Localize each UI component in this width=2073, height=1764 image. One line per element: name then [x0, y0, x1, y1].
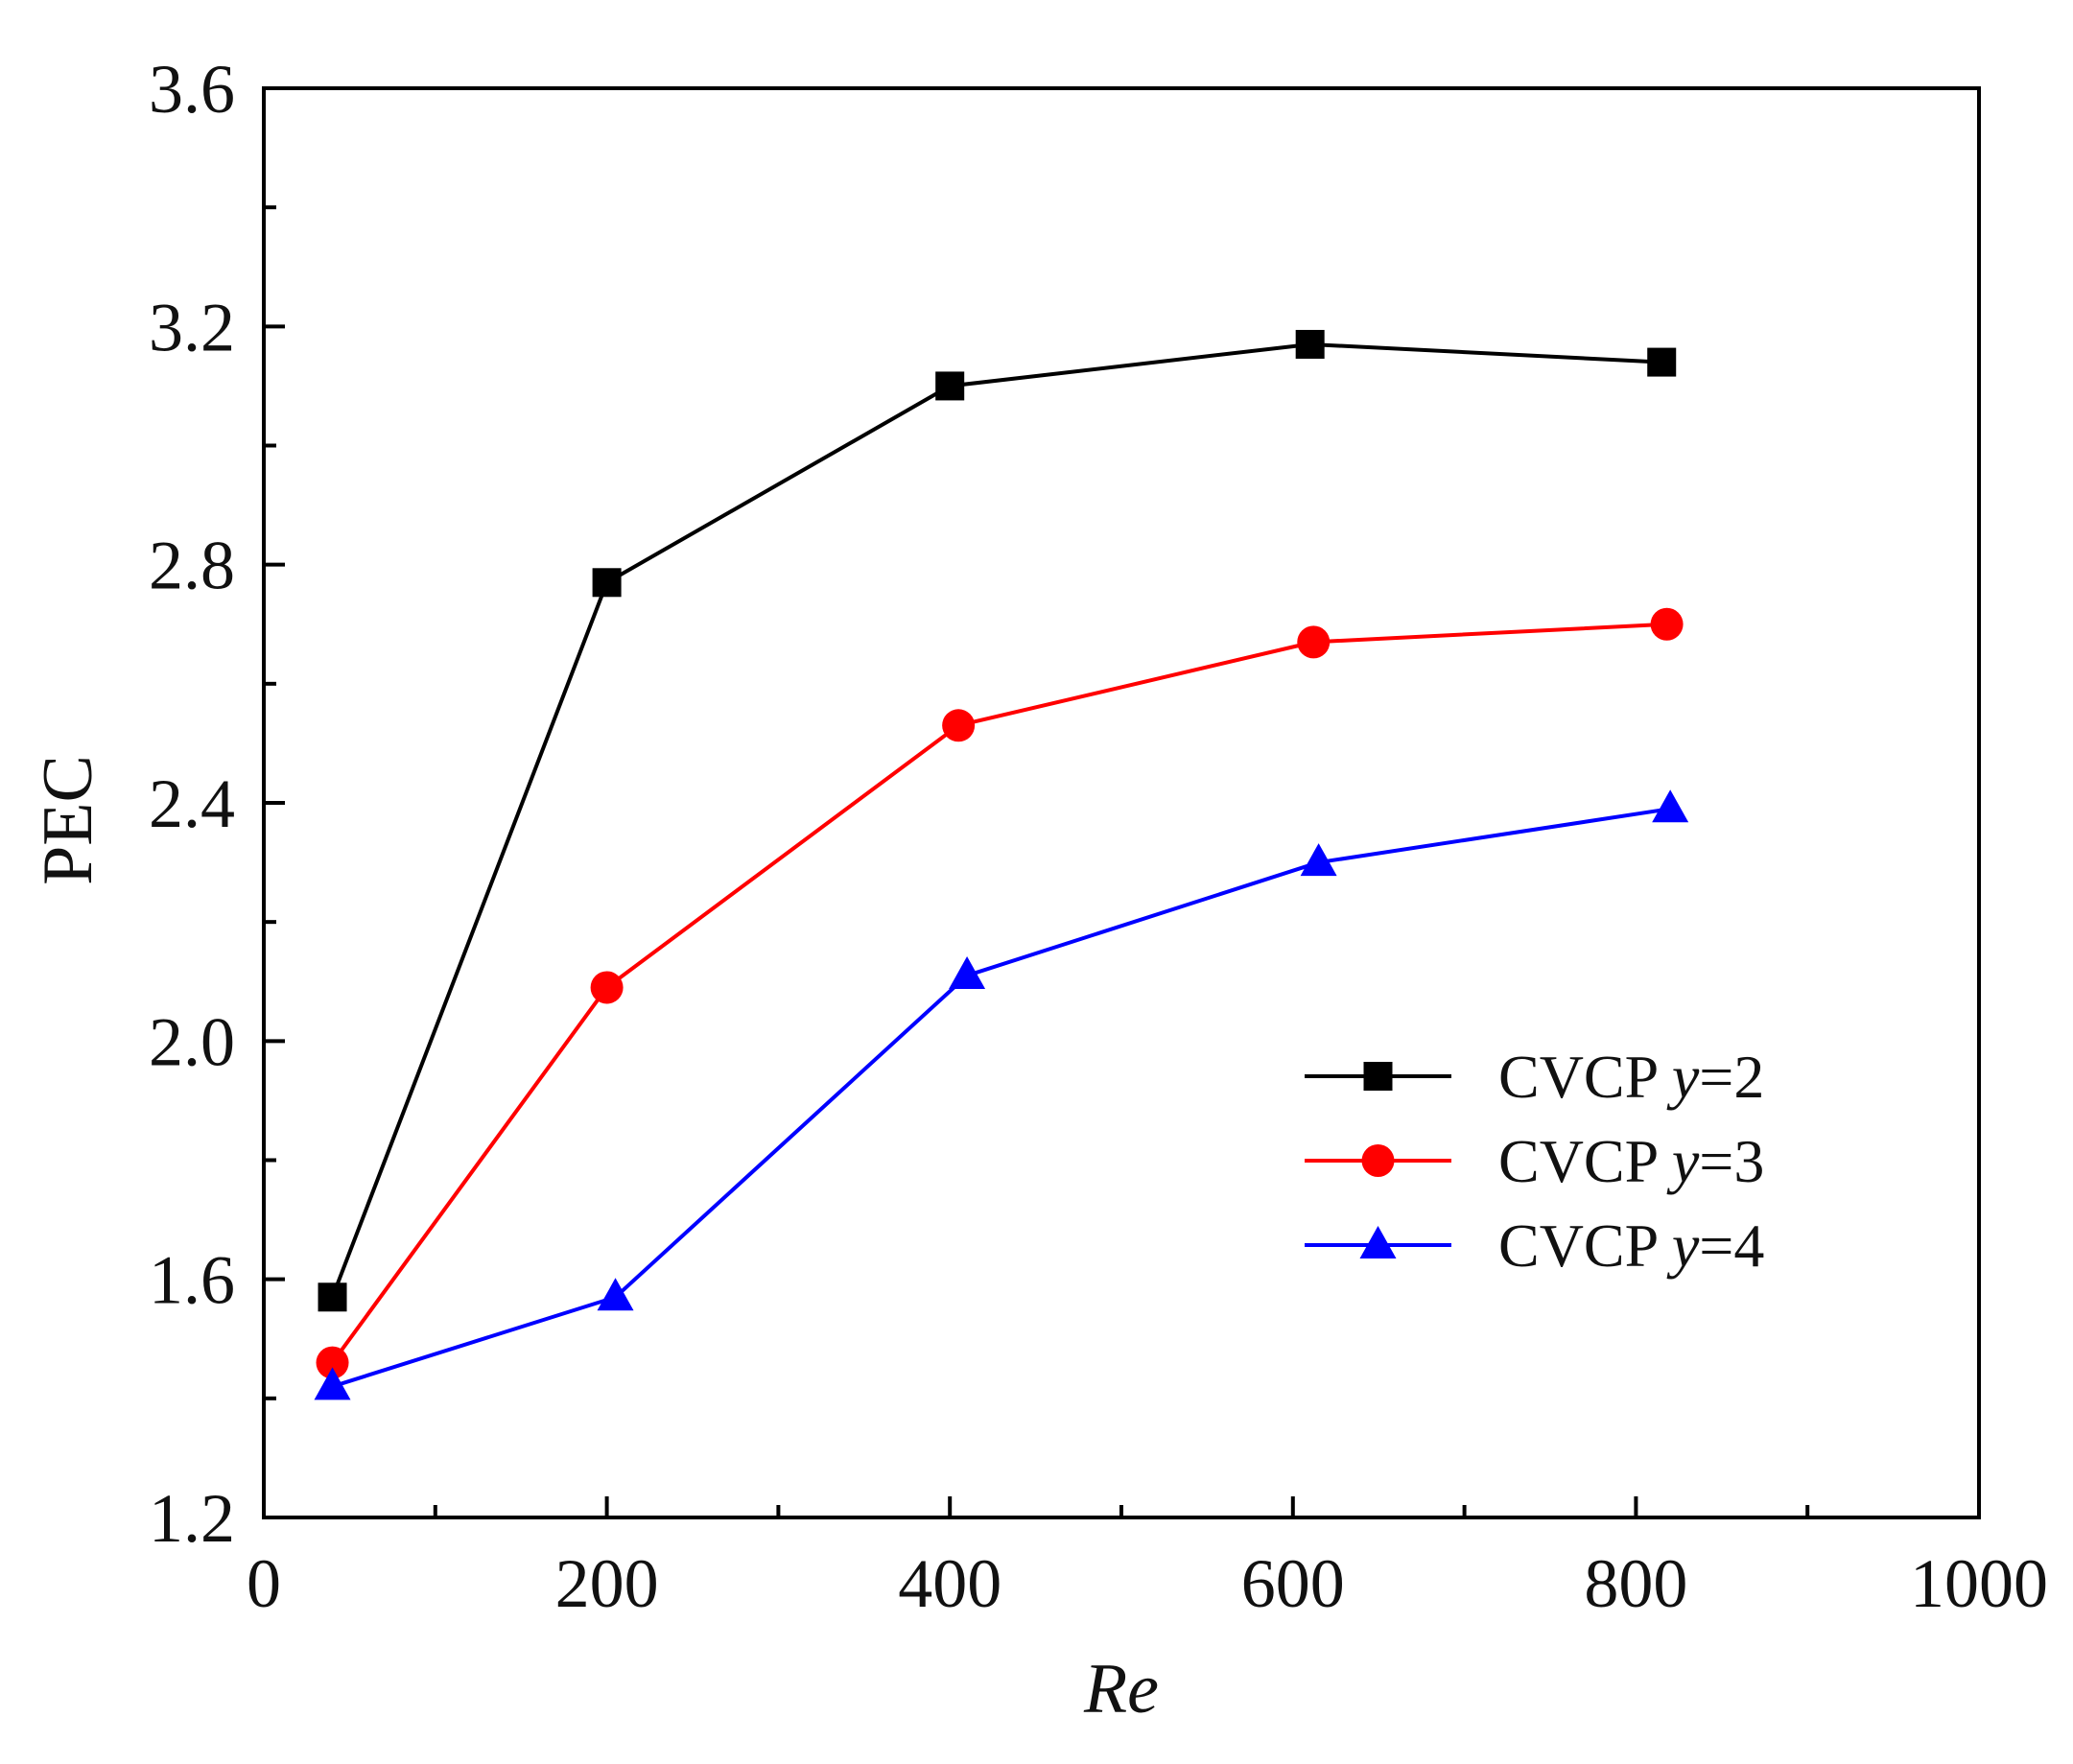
x-tick-label: 0	[247, 1545, 281, 1622]
legend-item-3: CVCP y=4	[1305, 1211, 1764, 1280]
data-point	[935, 371, 965, 401]
y-tick-labels: 1.2 1.6 2.0 2.4 2.8 3.2 3.6	[149, 51, 235, 1557]
legend-label: CVCP y=4	[1498, 1211, 1764, 1280]
y-tick-label: 3.2	[149, 289, 235, 365]
legend-item-1: CVCP y=2	[1305, 1043, 1764, 1111]
x-tick-label: 600	[1241, 1545, 1345, 1622]
series-3	[314, 789, 1689, 1400]
y-tick-label: 3.6	[149, 51, 235, 128]
y-tick-label: 1.6	[149, 1242, 235, 1319]
legend-label: CVCP y=3	[1498, 1127, 1764, 1195]
minor-ticks	[264, 205, 1810, 1517]
data-point	[1297, 625, 1331, 659]
series-2	[316, 607, 1684, 1379]
series-layer	[314, 329, 1689, 1400]
y-axis-title: PEC	[29, 755, 107, 885]
data-point	[1647, 347, 1677, 377]
data-point	[1295, 329, 1325, 359]
y-tick-label: 2.0	[149, 1003, 235, 1080]
data-point	[1300, 843, 1337, 877]
legend-marker	[1359, 1226, 1397, 1258]
series-1	[318, 329, 1677, 1312]
data-point	[316, 1346, 349, 1379]
data-point	[942, 709, 976, 742]
y-tick-label: 2.8	[149, 528, 235, 604]
plot-frame	[262, 86, 1981, 1519]
data-point	[318, 1282, 347, 1312]
y-tick-label: 1.2	[149, 1480, 235, 1557]
data-point	[1652, 789, 1689, 823]
legend: CVCP y=2 CVCP y=3 CVCP y=4	[1305, 1043, 1764, 1280]
data-point	[949, 956, 986, 990]
x-tick-label: 1000	[1910, 1545, 2048, 1622]
x-tick-label: 200	[555, 1545, 659, 1622]
y-tick-label: 2.4	[149, 765, 235, 842]
x-tick-labels: 0 200 400 600 800 1000	[247, 1545, 2048, 1622]
data-point	[590, 971, 624, 1004]
data-point	[597, 1278, 634, 1311]
x-tick-label: 800	[1584, 1545, 1687, 1622]
data-point	[592, 568, 622, 598]
legend-label: CVCP y=2	[1498, 1043, 1764, 1111]
legend-item-2: CVCP y=3	[1305, 1127, 1764, 1195]
x-tick-label: 400	[898, 1545, 1001, 1622]
data-point	[314, 1367, 351, 1400]
legend-marker	[1363, 1062, 1393, 1091]
legend-marker	[1361, 1144, 1395, 1177]
x-axis-title: Re	[1083, 1650, 1159, 1729]
data-point	[1650, 607, 1684, 641]
